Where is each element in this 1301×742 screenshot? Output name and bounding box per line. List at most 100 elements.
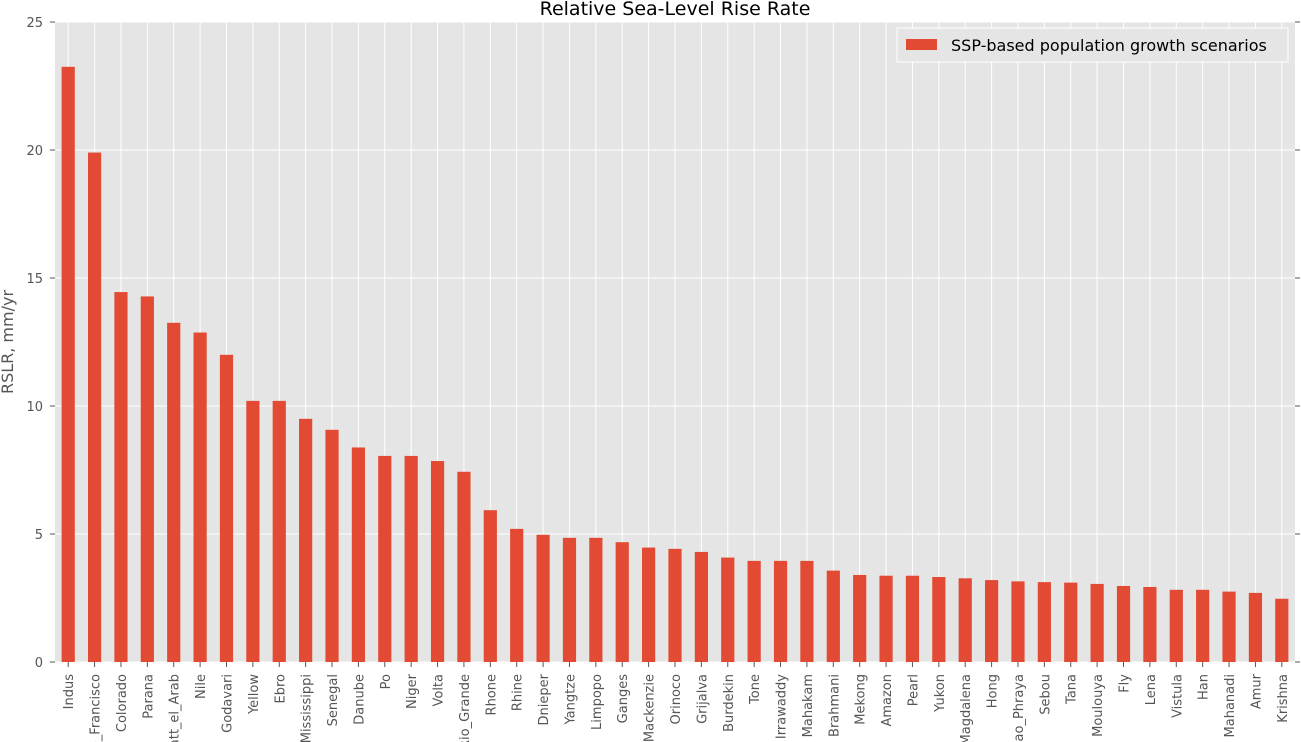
x-tick-label: Rio_Grande (458, 674, 473, 742)
y-tick-label: 5 (35, 528, 43, 543)
y-axis-label: RSLR, mm/yr (0, 290, 17, 395)
bar-magdalena (958, 578, 972, 662)
x-tick-label: Amazon (880, 674, 895, 727)
bar-chao-phraya (1011, 581, 1025, 662)
y-tick-label: 15 (26, 272, 43, 287)
x-tick-label: Ganges (616, 674, 631, 724)
bar-rhine (510, 528, 524, 662)
x-tick-label: Mahanadi (1223, 674, 1238, 737)
bar-yukon (932, 577, 946, 662)
legend: SSP-based population growth scenarios (896, 27, 1289, 63)
bar-mackenzie (642, 547, 656, 662)
bar-nile (193, 332, 207, 662)
bar-ganges (615, 542, 629, 662)
x-tick-label: Hong (986, 674, 1001, 708)
bar-mekong (853, 574, 867, 662)
bar-sebou (1037, 582, 1051, 662)
bar-volta (430, 461, 445, 662)
x-tick-label: Po (379, 674, 394, 689)
x-tick-label: Orinoco (669, 674, 684, 725)
x-tick-label: Tana (1065, 674, 1080, 705)
bar-amur (1248, 592, 1263, 662)
x-tick-label: Rhine (511, 674, 526, 711)
x-tick-label: Yangtze (563, 674, 578, 726)
x-tick-label: Mackenzie (643, 674, 658, 742)
x-tick-label: Han (1197, 674, 1212, 700)
bar-vistula (1169, 589, 1183, 662)
x-tick-label: Vistula (1170, 674, 1185, 718)
bar-pearl (905, 575, 920, 662)
bar-ebro (272, 400, 286, 662)
x-tick-label: Krishna (1276, 674, 1291, 723)
bar-lena (1143, 586, 1157, 662)
bar-grijalva (694, 551, 708, 662)
x-tick-label: Yukon (933, 674, 948, 713)
bar-shatt-el-arab (167, 322, 181, 662)
x-tick-label: Volta (432, 674, 447, 707)
legend-label: SSP-based population growth scenarios (951, 36, 1267, 55)
x-tick-label: Dnieper (537, 673, 552, 725)
legend-box (896, 27, 1289, 63)
x-tick-label: Parana (141, 674, 156, 719)
bar-godavari (219, 354, 234, 662)
bar-niger (404, 455, 418, 662)
x-tick-label: Colorado (115, 674, 130, 732)
x-tick-label: Burdekin (722, 674, 737, 732)
y-axis: 0 5 10 15 20 25 (26, 16, 1300, 671)
bar-amazon (879, 575, 893, 662)
x-tick-label: Senegal (326, 674, 341, 726)
x-tick-label: Godavari (220, 674, 235, 733)
y-tick-label: 0 (35, 656, 43, 671)
x-tick-label: Indus (62, 674, 77, 710)
x-tick-label: Mahakam (801, 674, 816, 737)
y-tick-label: 10 (26, 400, 43, 415)
x-tick-label: Irrawaddy (775, 674, 790, 739)
x-tick-label: Moulouya (1091, 674, 1106, 737)
x-tick-label: Sao_Francisco (89, 674, 104, 742)
x-tick-label: Magdalena (959, 674, 974, 742)
x-tick-label: Niger (405, 673, 420, 709)
bar-limpopo (589, 537, 603, 662)
x-tick-label: Pearl (906, 674, 921, 706)
x-tick-label: Ebro (273, 674, 288, 704)
x-tick-label: Mississippi (300, 674, 315, 742)
bar-danube (351, 447, 365, 662)
x-tick-label: Nile (194, 674, 209, 699)
bar-parana (140, 296, 154, 662)
bar-fly (1116, 585, 1131, 662)
bar-yangtze (562, 537, 577, 662)
x-tick-label: Mekong (854, 674, 869, 725)
bar-han (1196, 589, 1210, 662)
bar-tana (1064, 582, 1078, 662)
x-tick-label: Lena (1144, 674, 1159, 705)
bar-rio-grande (457, 471, 471, 662)
x-tick-label: Danube (352, 674, 367, 725)
y-tick-label: 20 (26, 144, 43, 159)
bar-brahmani (826, 570, 840, 662)
x-tick-label: Yellow (247, 674, 262, 715)
bar-hong (985, 580, 999, 662)
bar-yellow (246, 400, 260, 662)
bar-mahakam (800, 560, 814, 662)
bar-mississippi (299, 418, 313, 662)
x-tick-label: Chao_Phraya (1012, 674, 1027, 742)
x-tick-label: Limpopo (590, 674, 605, 730)
bar-orinoco (668, 548, 682, 662)
x-tick-label: Brahmani (827, 674, 842, 737)
x-tick-label: Amur (1249, 673, 1264, 709)
bar-moulouya (1090, 583, 1104, 662)
x-axis: Indus Sao_Francisco Colorado Parana Shatt_el… (62, 662, 1291, 742)
y-tick-label: 25 (26, 16, 43, 31)
bar-senegal (325, 429, 339, 662)
bar-sao-francisco (87, 152, 102, 662)
chart-title: Relative Sea-Level Rise Rate (540, 0, 811, 20)
bar-krishna (1275, 598, 1289, 662)
bar-rhone (483, 510, 497, 662)
x-tick-label: Fly (1118, 674, 1133, 693)
x-tick-label: Shatt_el_Arab (168, 674, 183, 742)
x-tick-label: Rhone (484, 674, 499, 715)
bar-indus (61, 66, 75, 663)
legend-swatch (906, 39, 937, 50)
bar-po (378, 455, 392, 662)
